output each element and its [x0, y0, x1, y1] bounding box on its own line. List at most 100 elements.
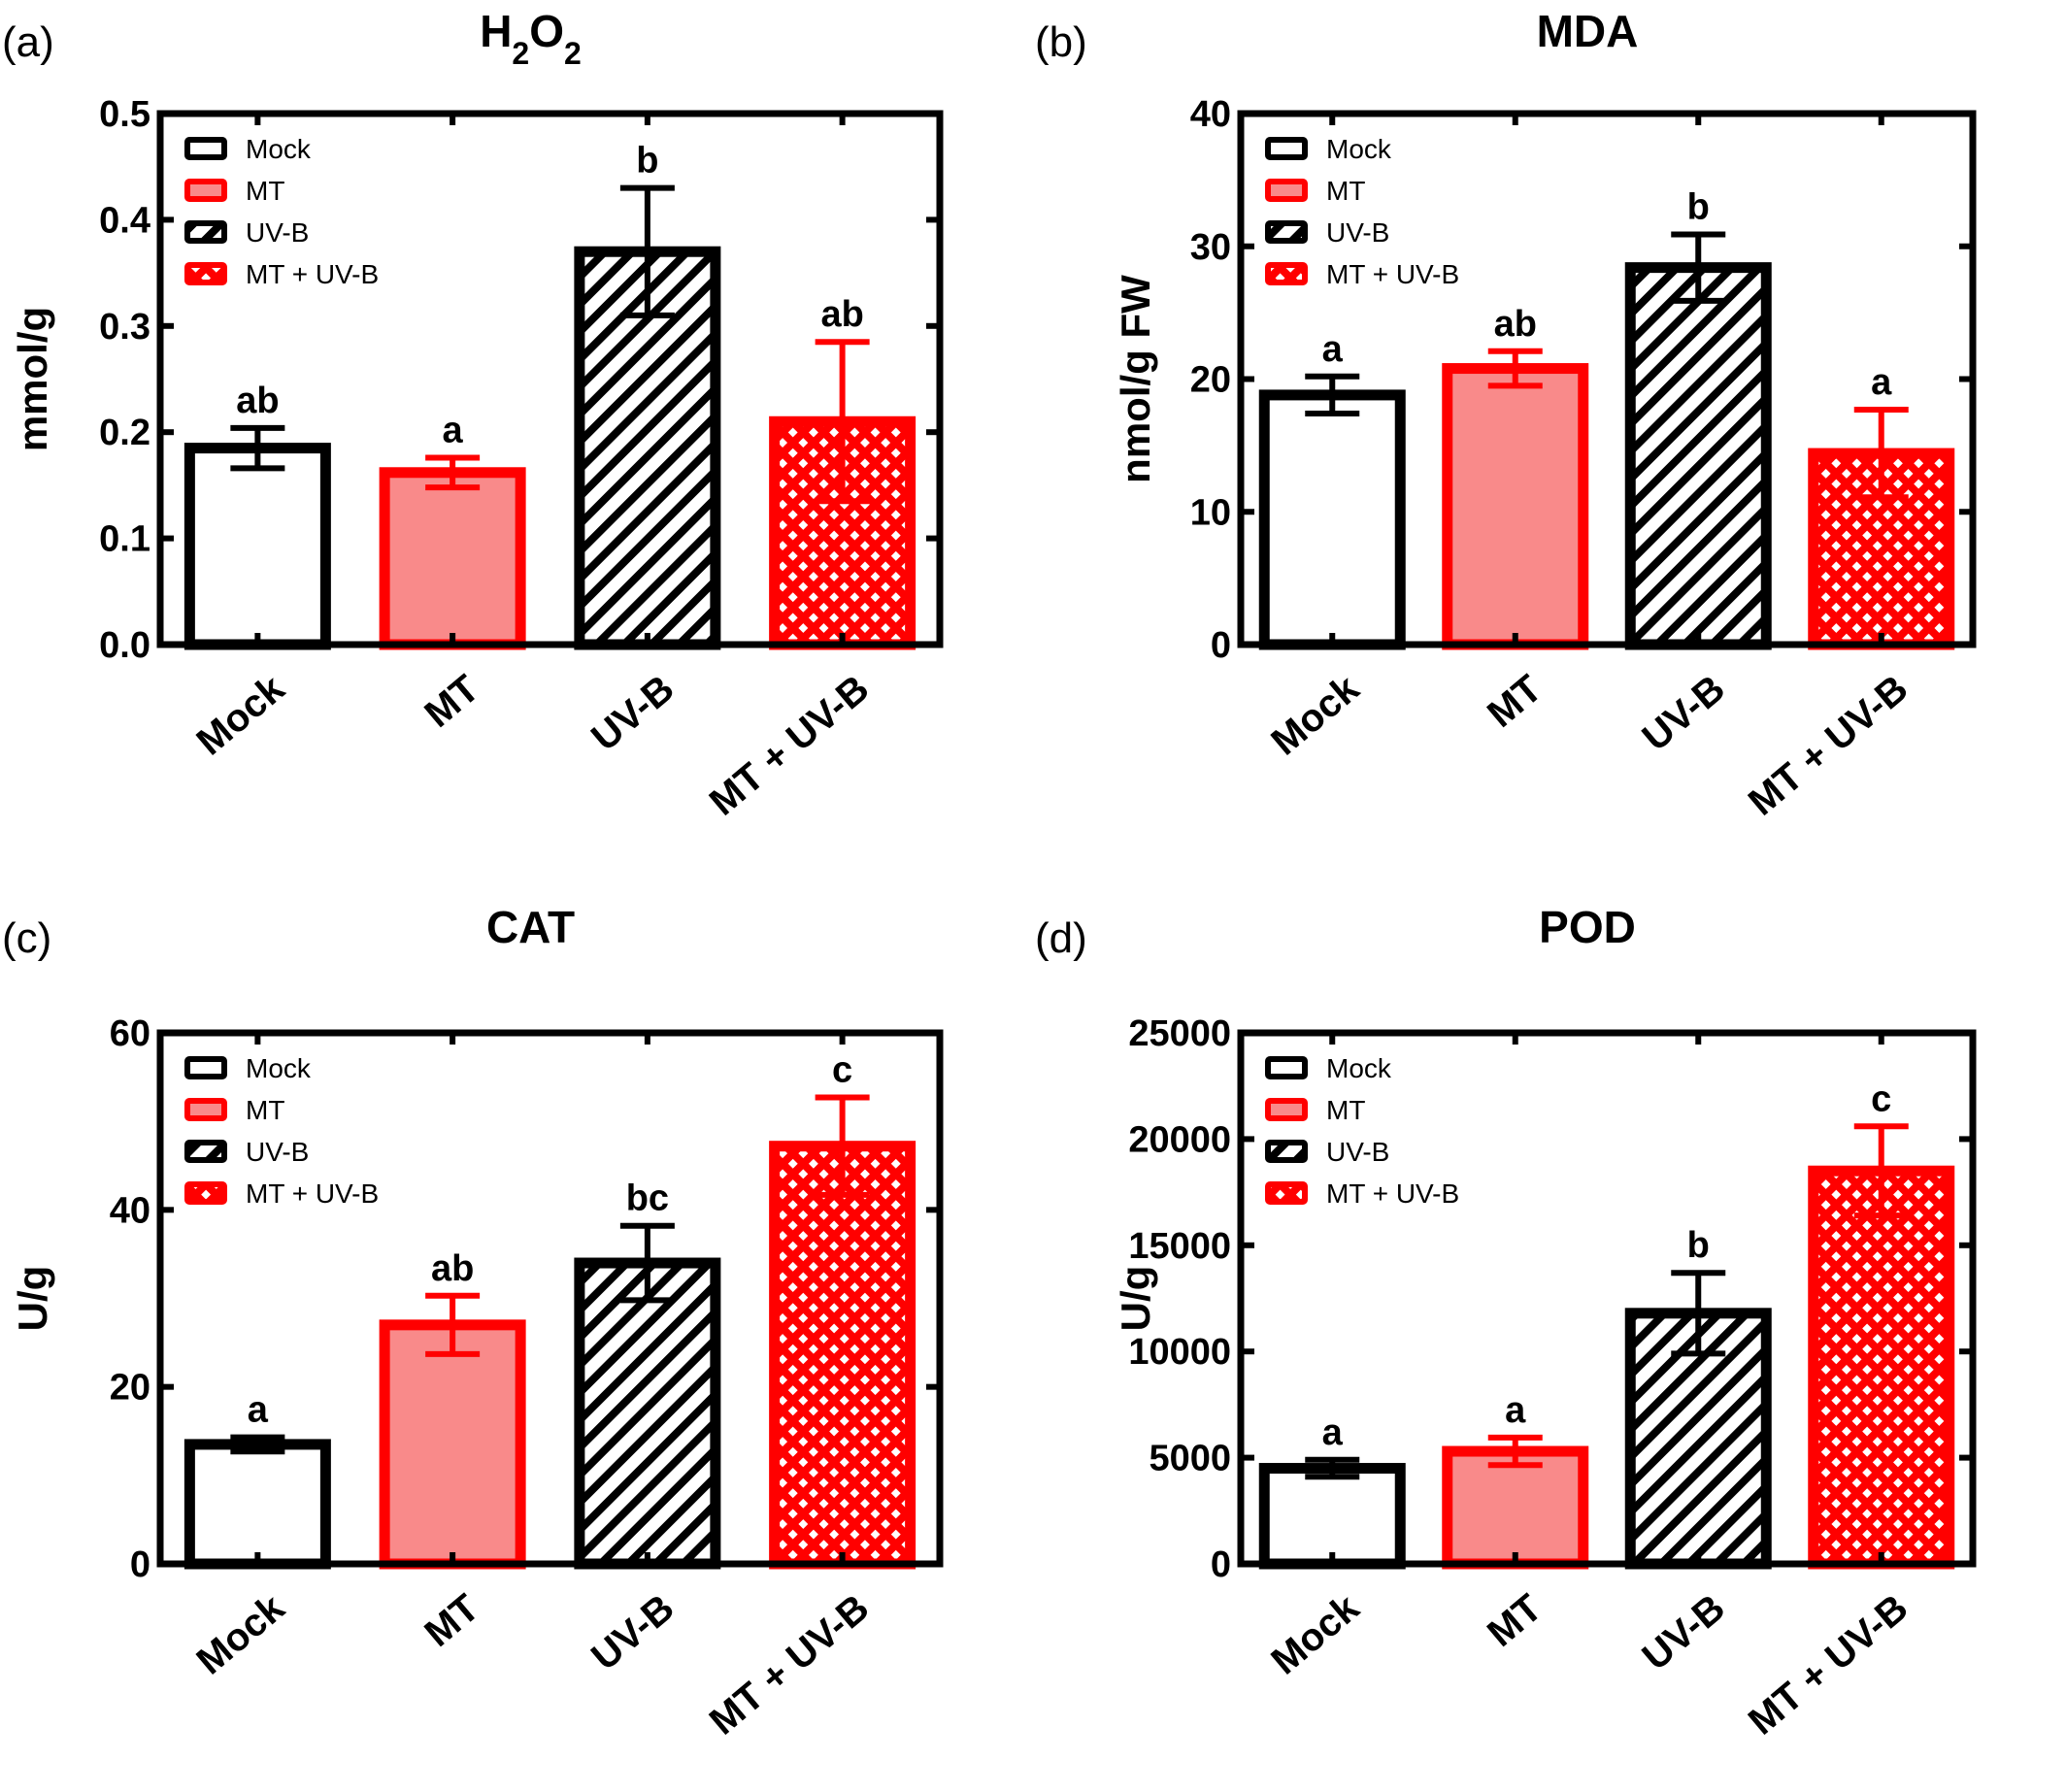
y-tick-label: 25000 [1128, 1013, 1231, 1054]
legend-label: UV-B [246, 1137, 309, 1167]
y-tick-label: 10000 [1128, 1332, 1231, 1373]
y-tick-label: 0 [1211, 625, 1231, 666]
y-tick-label: 0.0 [99, 625, 150, 666]
y-tick-label: 0.4 [99, 200, 150, 241]
panel-b: (b) MDA a ab b a 0 10 20 30 40 Mock MT UV-B MT + UV-B n… [1033, 0, 2066, 896]
legend-label: UV-B [1326, 217, 1389, 248]
legend-label: MT + UV-B [1326, 1178, 1459, 1209]
panel-a: (a) H2O2 ab a b ab 0.0 0.1 0.2 0.3 0.4 0.5 Mock MT UV-… [0, 0, 1033, 896]
legend-swatch [184, 137, 227, 160]
y-axis-label: U/g [10, 1266, 55, 1332]
plot-frame [156, 110, 944, 648]
x-category-label: UV-B [1635, 667, 1733, 759]
legend-swatch [1265, 1181, 1308, 1205]
y-tick-label: 40 [1190, 94, 1231, 135]
y-tick-label: 30 [1190, 227, 1231, 268]
y-axis-label: nmol/g FW [1113, 275, 1158, 483]
legend-label: UV-B [246, 217, 309, 248]
legend-label: MT [246, 1095, 284, 1125]
panel-label: (d) [1035, 914, 1087, 962]
x-category-label: MT [417, 1586, 487, 1655]
significance-letter: ab [1494, 304, 1537, 345]
chart-title: POD [1539, 902, 1636, 952]
panel-d: (d) POD a a b c 0 5000 10000 15000 20000 25000 Mock M… [1033, 896, 2066, 1792]
y-tick-label: 20000 [1128, 1119, 1231, 1160]
y-tick-label: 0 [1211, 1544, 1231, 1585]
legend-label: Mock [246, 1053, 312, 1083]
legend-label: MT [1326, 1095, 1365, 1125]
x-category-label: Mock [1263, 1586, 1367, 1683]
legend-label: Mock [1326, 1053, 1392, 1083]
significance-letter: b [636, 141, 658, 182]
y-tick-label: 60 [110, 1013, 150, 1054]
x-category-label: MT + UV-B [1741, 1586, 1916, 1743]
legend-swatch [1265, 220, 1308, 244]
bar-mt-uv-b [1808, 1165, 1955, 1570]
significance-letter: a [443, 410, 464, 450]
bar-mt-uv-b [769, 1141, 916, 1570]
significance-letter: ab [236, 381, 279, 421]
legend-swatch [184, 1098, 227, 1121]
chart-title: H2O2 [480, 6, 582, 71]
significance-letter: a [1505, 1390, 1526, 1431]
chart-title: MDA [1537, 6, 1639, 56]
legend-swatch [1265, 137, 1308, 160]
bar-uv-b [574, 1257, 721, 1570]
x-category-label: MT + UV-B [702, 1586, 878, 1743]
x-category-label: UV-B [583, 667, 682, 759]
panel-label: (c) [2, 914, 51, 962]
legend-swatch [184, 1056, 227, 1079]
x-category-label: MT + UV-B [1741, 667, 1916, 824]
legend-swatch [1265, 262, 1308, 285]
legend-label: MT + UV-B [246, 259, 379, 289]
y-tick-label: 0.2 [99, 413, 150, 453]
significance-letter: c [832, 1050, 852, 1091]
y-axis-label: U/g [1113, 1266, 1158, 1332]
legend-label: MT + UV-B [1326, 259, 1459, 289]
significance-letter: a [1322, 329, 1344, 370]
x-category-label: MT [417, 667, 487, 736]
chart-pod: (d) POD a a b c 0 5000 10000 15000 20000 25000 Mock M… [1035, 902, 1977, 1743]
legend-swatch [184, 220, 227, 244]
panel-label: (a) [2, 18, 54, 66]
significance-letter: ab [431, 1248, 474, 1289]
legend-swatch [184, 1140, 227, 1163]
y-tick-label: 10 [1190, 492, 1231, 533]
legend-swatch [1265, 1140, 1308, 1163]
bar-mock [183, 443, 331, 650]
y-tick-label: 0 [130, 1544, 150, 1585]
bar-mt [379, 1319, 526, 1570]
legend-swatch [184, 262, 227, 285]
y-tick-label: 15000 [1128, 1226, 1231, 1267]
x-category-label: UV-B [583, 1586, 682, 1678]
y-tick-label: 0.5 [99, 94, 150, 135]
x-category-label: Mock [189, 1586, 293, 1683]
y-tick-label: 40 [110, 1190, 150, 1231]
bar-mt [379, 467, 526, 650]
significance-letter: c [1871, 1079, 1891, 1119]
x-category-label: Mock [1263, 667, 1367, 764]
x-category-label: Mock [189, 667, 293, 764]
y-tick-label: 20 [1190, 360, 1231, 401]
legend-label: MT [1326, 176, 1365, 206]
y-tick-label: 5000 [1149, 1439, 1231, 1479]
bar-mock [1258, 389, 1406, 650]
y-tick-label: 20 [110, 1368, 150, 1409]
x-category-label: MT [1480, 1586, 1550, 1655]
legend-label: MT + UV-B [246, 1178, 379, 1209]
legend-label: MT [246, 176, 284, 206]
plot-frame [156, 1029, 944, 1568]
x-category-label: MT [1480, 667, 1550, 736]
significance-letter: b [1687, 186, 1710, 227]
bar-uv-b [1624, 262, 1772, 650]
significance-letter: ab [820, 294, 863, 335]
legend-label: Mock [1326, 134, 1392, 164]
chart-title: CAT [486, 902, 575, 952]
significance-letter: a [248, 1390, 269, 1431]
plot-frame [1237, 1029, 1977, 1568]
bar-mock [183, 1439, 331, 1570]
legend-swatch [184, 179, 227, 202]
y-tick-label: 0.1 [99, 519, 150, 560]
